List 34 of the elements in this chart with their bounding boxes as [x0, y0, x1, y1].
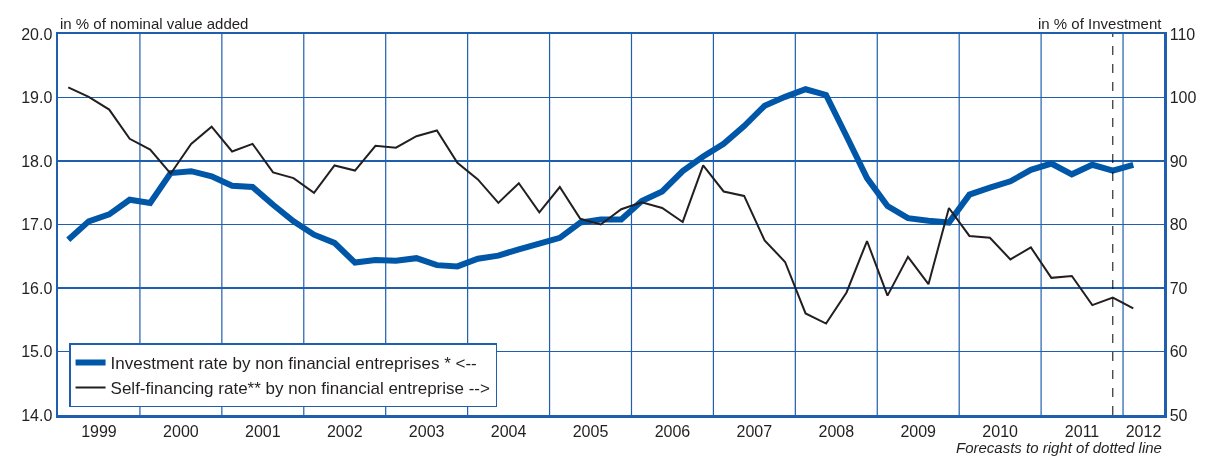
y2-axis-title: in % of Investment	[1038, 15, 1163, 32]
x-tick-label: 2007	[736, 422, 773, 440]
y-tick-label: 15.0	[21, 343, 53, 361]
y-tick-label: 17.0	[21, 216, 53, 234]
x-tick-label: 2001	[245, 422, 281, 440]
y-tick-label: 18.0	[21, 152, 53, 170]
y-tick-label: 16.0	[21, 279, 53, 297]
x-tick-label: 1999	[81, 422, 117, 440]
y2-tick-label: 90	[1169, 152, 1188, 170]
x-tick-label: 2008	[818, 422, 855, 440]
y2-tick-label: 60	[1169, 343, 1188, 361]
line-series	[67, 86, 1135, 325]
x-tick-label: 2011	[1064, 422, 1100, 440]
x-tick-label: 2002	[326, 422, 363, 440]
x-tick-label: 2003	[408, 422, 445, 440]
text: Forecasts to right of dotted line	[956, 439, 1162, 456]
x-tick-label: 2010	[982, 422, 1019, 440]
x-tick-label: 2009	[900, 422, 937, 440]
legend-label: Investment rate by non financial entreprises * <--	[110, 354, 477, 374]
y2-tick-label: 110	[1169, 25, 1196, 43]
y2-tick-label: 80	[1169, 216, 1188, 234]
y-tick-label: 19.0	[21, 89, 53, 107]
x-tick-label: 2012	[1125, 422, 1162, 440]
x-tick-label: 2000	[163, 422, 199, 440]
y-tick-label: 14.0	[21, 406, 53, 424]
y2-tick-label: 70	[1169, 279, 1188, 297]
y2-tick-label: 50	[1169, 406, 1188, 424]
x-tick-label: 2005	[572, 422, 609, 440]
y-axis-title: in % of nominal value added	[60, 15, 249, 32]
x-tick-label: 2006	[654, 422, 691, 440]
y-tick-label: 20.0	[21, 25, 53, 43]
y2-tick-label: 100	[1169, 89, 1197, 107]
legend-label: Self-financing rate** by non financial entreprise -->	[110, 379, 491, 399]
x-tick-label: 2004	[490, 422, 527, 440]
